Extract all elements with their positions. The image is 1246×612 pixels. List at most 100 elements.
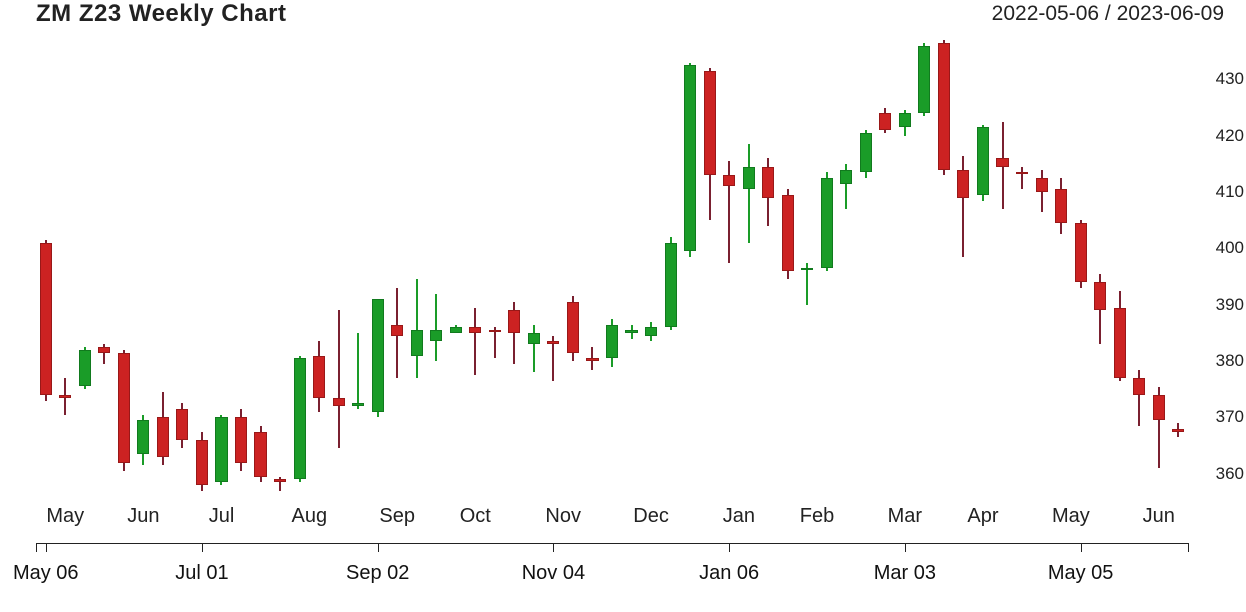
x-axis-date-label: Nov 04 bbox=[521, 562, 586, 584]
candle-body bbox=[879, 113, 892, 131]
candle-body bbox=[1015, 172, 1029, 175]
x-axis-tick bbox=[377, 543, 379, 552]
candle-body bbox=[430, 330, 443, 342]
candle-body bbox=[1055, 189, 1068, 224]
y-axis-labels: 360 370 380 390 400 410 420 430 bbox=[1192, 40, 1246, 502]
candle-wick bbox=[1157, 386, 1160, 469]
candle-wick bbox=[337, 310, 340, 449]
y-axis-tick-label: 370 bbox=[1215, 407, 1244, 427]
y-axis-tick-label: 360 bbox=[1215, 463, 1244, 483]
candle-body bbox=[1094, 282, 1107, 311]
candle-wick bbox=[493, 327, 496, 359]
candle-body bbox=[664, 242, 677, 328]
candle-body bbox=[449, 327, 462, 333]
x-axis-month-label: May bbox=[1051, 505, 1090, 527]
candle-body bbox=[78, 349, 91, 387]
x-axis-month-label: Oct bbox=[459, 505, 491, 527]
candle-body bbox=[274, 479, 287, 483]
candle-body bbox=[684, 65, 697, 252]
candle-body bbox=[39, 242, 52, 395]
candle-body bbox=[176, 409, 189, 441]
candle-body bbox=[234, 417, 248, 463]
x-axis-month-label: Aug bbox=[291, 505, 328, 527]
x-axis-date-labels: May 06 Jul 01 Sep 02 Nov 04 Jan 06 Mar 03 May … bbox=[13, 562, 1188, 592]
candle-body bbox=[1133, 378, 1146, 395]
candle-body bbox=[976, 127, 990, 195]
candle-body bbox=[644, 327, 658, 336]
candle-body bbox=[508, 310, 521, 333]
y-axis-tick-label: 420 bbox=[1215, 125, 1244, 145]
x-axis-tick bbox=[201, 543, 203, 552]
axis-end-tick bbox=[36, 543, 37, 552]
candle-body bbox=[625, 330, 638, 333]
plot-area bbox=[36, 40, 1188, 502]
candle-wick bbox=[591, 347, 594, 370]
page-title: ZM Z23 Weekly Chart bbox=[36, 0, 287, 27]
candle-wick bbox=[474, 307, 477, 376]
candle-wick bbox=[435, 293, 438, 362]
x-axis-month-label: May bbox=[46, 505, 85, 527]
candle-body bbox=[742, 166, 755, 190]
candle-body bbox=[117, 352, 130, 463]
x-axis-month-label: Nov bbox=[545, 505, 581, 527]
candle-body bbox=[1074, 223, 1087, 283]
candle-body bbox=[918, 45, 931, 114]
candle-body bbox=[371, 299, 384, 412]
candle-body bbox=[195, 440, 208, 486]
candle-body bbox=[781, 194, 794, 271]
x-axis-tick bbox=[904, 543, 906, 552]
candle-wick bbox=[532, 324, 535, 373]
candle-body bbox=[1035, 178, 1048, 193]
candle-body bbox=[703, 70, 716, 176]
candle-wick bbox=[415, 279, 418, 379]
candle-wick bbox=[103, 344, 106, 364]
candle-body bbox=[840, 169, 853, 184]
candle-body bbox=[859, 132, 872, 173]
candle-wick bbox=[279, 476, 282, 491]
candle-body bbox=[137, 420, 150, 455]
x-axis-month-label: Dec bbox=[633, 505, 669, 527]
candle-body bbox=[898, 113, 911, 128]
y-axis-tick-label: 400 bbox=[1215, 238, 1244, 258]
x-axis-month-label: Mar bbox=[887, 505, 923, 527]
candle-body bbox=[547, 341, 560, 345]
candle-body bbox=[1152, 394, 1165, 421]
candle-wick bbox=[357, 332, 360, 410]
candle-body bbox=[605, 324, 619, 359]
candle-body bbox=[313, 355, 326, 398]
candle-body bbox=[98, 347, 111, 353]
y-axis-tick-label: 430 bbox=[1215, 69, 1244, 89]
candle-body bbox=[1113, 307, 1126, 379]
candle-body bbox=[352, 403, 365, 407]
x-axis-date-label: Sep 02 bbox=[345, 562, 410, 584]
candle-wick bbox=[845, 163, 848, 209]
candle-body bbox=[937, 42, 950, 170]
x-axis-month-labels: May Jun Jul Aug Sep Oct Nov Dec Jan Feb Mar Apr May J… bbox=[36, 505, 1188, 537]
x-axis-tick bbox=[45, 543, 47, 552]
candle-body bbox=[469, 327, 482, 333]
date-range-label: 2022-05-06 / 2023-06-09 bbox=[991, 2, 1224, 25]
x-axis-tick bbox=[1080, 543, 1082, 552]
x-axis-month-label: Jan bbox=[722, 505, 756, 527]
candle-body bbox=[488, 330, 501, 333]
x-axis-date-label: Jan 06 bbox=[699, 562, 760, 584]
x-axis-tick bbox=[553, 543, 555, 552]
candle-wick bbox=[552, 335, 555, 381]
candle-wick bbox=[806, 262, 809, 305]
candle-body bbox=[254, 431, 267, 477]
candle-body bbox=[527, 332, 540, 345]
axis-end-tick bbox=[1188, 543, 1189, 552]
candle-body bbox=[996, 158, 1009, 167]
y-axis-tick-label: 410 bbox=[1215, 182, 1244, 202]
y-axis-tick-label: 380 bbox=[1215, 351, 1244, 371]
x-axis-tick bbox=[729, 543, 731, 552]
y-axis-tick-label: 390 bbox=[1215, 294, 1244, 314]
candle-body bbox=[762, 166, 775, 198]
x-axis-month-label: Sep bbox=[379, 505, 416, 527]
candle-wick bbox=[1138, 369, 1141, 426]
candle-body bbox=[586, 358, 599, 362]
x-axis-line bbox=[36, 543, 1188, 544]
candle-body bbox=[820, 178, 833, 269]
candle-wick bbox=[962, 155, 965, 257]
